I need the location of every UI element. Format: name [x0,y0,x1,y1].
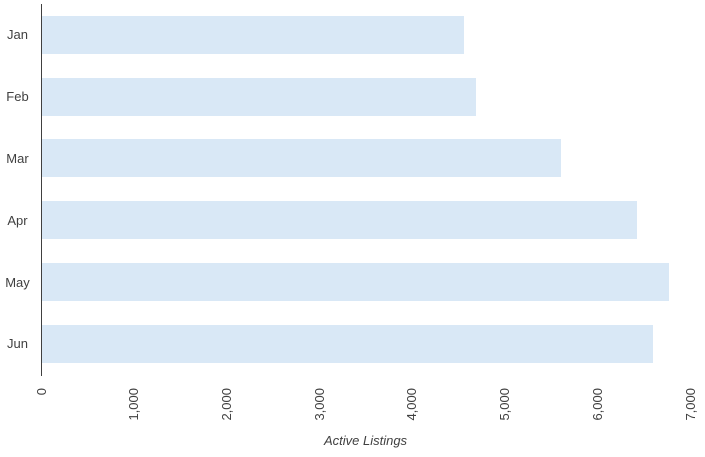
bar-apr [42,201,638,240]
x-tick-label: 2,000 [218,388,234,421]
category-label-jun: Jun [7,336,28,352]
x-axis-title: Active Listings [323,433,408,448]
x-tick-label: 3,000 [311,388,327,421]
bar-feb [42,77,476,116]
chart-row: Mar [0,128,705,190]
chart-row: Feb [0,66,705,128]
x-tick-label: 1,000 [126,388,142,421]
category-label-may: May [5,274,30,290]
bar-mar [42,139,562,178]
x-tick-label: 4,000 [404,388,420,421]
chart-row: Jun [0,313,705,375]
category-label-apr: Apr [7,212,28,228]
x-tick-label: 5,000 [497,388,513,421]
category-label-mar: Mar [6,150,29,166]
chart-row: Jan [0,4,705,66]
x-tick-label: 0 [33,388,49,396]
chart-rows: Jan Feb Mar Apr May Jun [0,4,705,375]
y-axis-line [41,4,42,376]
x-tick-label: 7,000 [682,388,698,421]
x-tick-label: 6,000 [589,388,605,421]
category-label-feb: Feb [6,89,29,105]
category-label-jan: Jan [7,27,28,43]
bar-may [42,263,669,302]
bar-jun [42,324,653,363]
chart-row: May [0,251,705,313]
chart-row: Apr [0,189,705,251]
bar-jan [42,15,464,54]
